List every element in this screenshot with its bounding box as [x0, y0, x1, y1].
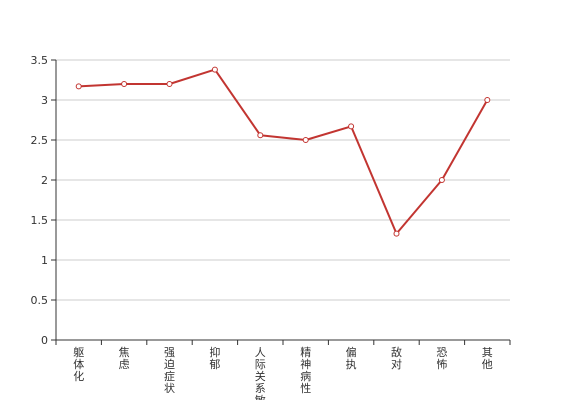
x-tick-label: 躯体化 — [73, 346, 84, 383]
data-point — [211, 66, 218, 73]
data-point — [438, 177, 445, 183]
data-point — [121, 81, 128, 87]
x-axis-ticks: 躯体化 焦虑 强迫症状 抑郁 人际关系敏感 精神病性 偏执 敌对 恐怖 其他 — [55, 340, 511, 404]
y-tick-label: 3.5 — [31, 54, 49, 67]
x-tick-label: 敌对 — [391, 345, 402, 371]
y-tick-label: 2 — [41, 174, 48, 187]
data-point — [484, 97, 491, 103]
x-tick-label: 精神病性 — [300, 346, 311, 395]
data-point — [393, 230, 400, 237]
y-tick-label: 3 — [41, 94, 48, 107]
y-tick-label: 1.5 — [31, 214, 49, 227]
x-tick-label: 抑郁 — [209, 345, 220, 371]
x-tick-label: 偏执 — [346, 345, 357, 371]
y-tick-label: 1 — [41, 254, 48, 267]
data-point — [348, 123, 355, 130]
data-point — [166, 81, 173, 87]
y-tick-label: 0.5 — [31, 294, 49, 307]
x-tick-label: 其他 — [482, 346, 493, 371]
data-point — [257, 132, 264, 139]
x-tick-label: 恐怖 — [436, 346, 447, 371]
axes — [55, 60, 510, 341]
y-tick-label: 0 — [41, 334, 48, 347]
data-point — [75, 83, 82, 90]
grid-lines — [56, 59, 510, 301]
y-axis-ticks: 0 0.5 1 1.5 2 2.5 3 3.5 — [31, 54, 56, 347]
y-tick-label: 2.5 — [31, 134, 49, 147]
x-tick-label: 强迫症状 — [164, 346, 175, 395]
x-tick-label: 人际关系敏感 — [255, 346, 266, 400]
x-tick-label: 焦虑 — [119, 346, 130, 371]
series — [75, 66, 491, 237]
series-line — [78, 68, 489, 235]
data-point — [302, 137, 309, 143]
